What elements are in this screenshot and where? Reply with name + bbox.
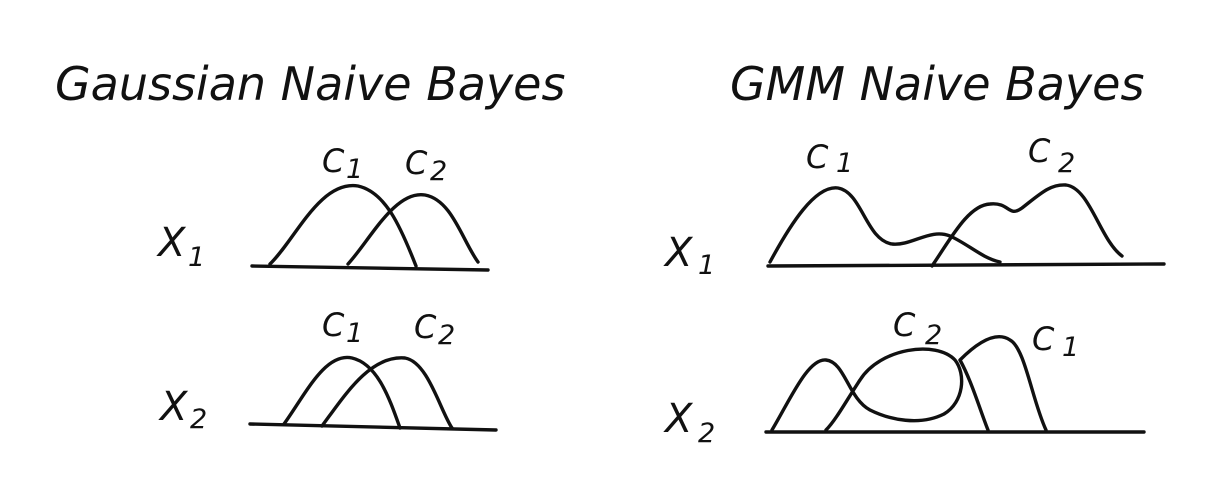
gmm-x2-c1-subscript: 1 <box>1062 332 1079 363</box>
gmm-x1-row: X 1 C 1 C 2 <box>663 132 1166 281</box>
gaussian-x2-row: X 2 C 1 C 2 <box>158 306 498 435</box>
gaussian-x2-c2-subscript: 2 <box>438 320 455 351</box>
gmm-x2-c2-subscript: 2 <box>925 320 942 351</box>
gaussian-panel-title: Gaussian Naive Bayes <box>55 57 565 111</box>
gaussian-x2-c2-curve <box>320 356 454 430</box>
gmm-x1-c2-label: C <box>1028 132 1051 170</box>
gmm-panel-title: GMM Naive Bayes <box>730 57 1144 111</box>
gaussian-x2-c2-label: C <box>414 308 437 346</box>
gaussian-x2-axis <box>248 422 498 432</box>
gaussian-x1-c1-label: C <box>322 142 345 180</box>
gmm-x1-c1-label: C <box>806 138 829 176</box>
gaussian-x1-subscript: 1 <box>188 242 205 273</box>
gmm-x1-c2-subscript: 2 <box>1058 148 1075 179</box>
gaussian-x1-axis <box>250 264 490 272</box>
gaussian-x1-c2-curve <box>346 193 480 266</box>
gmm-x1-c1-curve <box>768 186 1002 264</box>
gmm-x2-c2-curve <box>770 347 964 432</box>
gmm-x1-c2-curve <box>930 183 1124 268</box>
gaussian-x2-subscript: 2 <box>190 404 207 435</box>
gmm-x2-subscript: 2 <box>698 418 715 449</box>
gmm-x2-var: X <box>663 396 694 442</box>
gaussian-x1-var: X <box>156 220 187 266</box>
gmm-x2-c1-label: C <box>1032 320 1055 358</box>
gmm-x2-row: X 2 C 2 C 1 <box>663 306 1146 449</box>
gaussian-x1-row: X 1 C 1 C 2 <box>156 142 490 273</box>
gaussian-x2-c1-curve <box>282 355 402 430</box>
gaussian-x2-var: X <box>158 384 189 430</box>
gmm-x1-c1-subscript: 1 <box>836 148 853 179</box>
gmm-x1-subscript: 1 <box>698 250 715 281</box>
gaussian-x1-c2-subscript: 2 <box>430 156 447 187</box>
gmm-x1-axis <box>766 262 1166 268</box>
gmm-x2-c1-curve <box>958 335 1048 432</box>
gaussian-x1-c2-label: C <box>405 144 428 182</box>
gmm-x2-c2-label: C <box>893 306 916 344</box>
gaussian-x2-c1-label: C <box>322 306 345 344</box>
gmm-x1-var: X <box>663 230 694 276</box>
gaussian-naive-bayes-panel: Gaussian Naive Bayes X 1 C 1 C 2 X 2 C 1… <box>55 57 565 435</box>
gaussian-x1-c1-curve <box>268 184 418 268</box>
gmm-naive-bayes-panel: GMM Naive Bayes X 1 C 1 C 2 X 2 C 2 C 1 <box>663 57 1166 449</box>
gaussian-x1-c1-subscript: 1 <box>346 154 363 185</box>
gaussian-x2-c1-subscript: 1 <box>346 318 363 349</box>
